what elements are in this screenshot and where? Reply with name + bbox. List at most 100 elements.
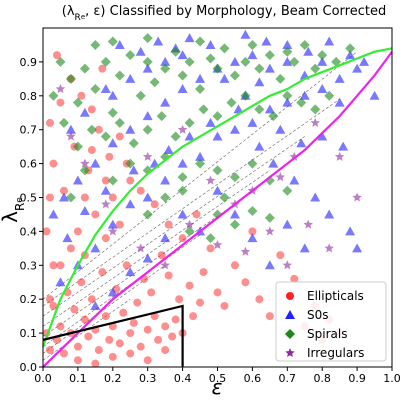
data-point-triangle bbox=[90, 300, 101, 310]
data-point-triangle bbox=[79, 206, 90, 216]
y-tick-label: 0.0 bbox=[20, 361, 38, 374]
data-point-triangle bbox=[282, 97, 293, 107]
data-point-triangle bbox=[369, 90, 380, 100]
y-tick-label: 0.3 bbox=[20, 259, 38, 272]
data-point-circle bbox=[80, 315, 89, 324]
data-point-triangle bbox=[282, 56, 293, 66]
data-point-diamond bbox=[229, 70, 240, 81]
data-point-triangle bbox=[275, 124, 286, 134]
data-point-triangle bbox=[195, 73, 206, 83]
data-point-triangle bbox=[264, 260, 275, 270]
data-point-triangle bbox=[177, 209, 188, 219]
data-point-diamond bbox=[219, 192, 230, 203]
legend-label: Irregulars bbox=[307, 346, 364, 360]
data-point-circle bbox=[49, 261, 58, 270]
legend-marker-circle bbox=[286, 292, 294, 300]
data-point-circle bbox=[192, 210, 201, 219]
data-point-circle bbox=[101, 312, 110, 321]
data-point-triangle bbox=[177, 158, 188, 168]
data-point-triangle bbox=[317, 131, 328, 141]
data-point-triangle bbox=[254, 77, 265, 87]
data-point-diamond bbox=[254, 63, 265, 74]
x-tick-label: 0.3 bbox=[139, 372, 157, 385]
data-point-circle bbox=[49, 159, 58, 168]
data-point-triangle bbox=[160, 56, 171, 66]
data-point-triangle bbox=[107, 90, 118, 100]
data-point-triangle bbox=[142, 192, 153, 202]
data-point-diamond bbox=[184, 117, 195, 128]
data-point-circle bbox=[126, 176, 135, 185]
data-point-diamond bbox=[142, 33, 153, 44]
data-point-star bbox=[142, 151, 153, 161]
data-point-diamond bbox=[177, 70, 188, 81]
legend-marker-star bbox=[285, 348, 295, 358]
data-point-diamond bbox=[156, 111, 167, 122]
data-point-diamond bbox=[331, 56, 342, 67]
data-point-diamond bbox=[229, 219, 240, 230]
data-point-triangle bbox=[338, 141, 349, 151]
data-point-diamond bbox=[317, 50, 328, 61]
data-point-diamond bbox=[240, 56, 251, 67]
data-point-circle bbox=[101, 176, 110, 185]
data-point-triangle bbox=[317, 84, 328, 94]
y-tick-label: 0.2 bbox=[20, 293, 38, 306]
data-point-triangle bbox=[114, 39, 125, 49]
data-point-triangle bbox=[62, 233, 73, 243]
data-point-diamond bbox=[135, 90, 146, 101]
data-point-circle bbox=[80, 193, 89, 202]
data-point-star bbox=[275, 172, 286, 182]
data-point-circle bbox=[115, 220, 124, 229]
data-point-diamond bbox=[264, 50, 275, 61]
data-point-circle bbox=[119, 308, 128, 317]
data-point-triangle bbox=[79, 107, 90, 117]
data-point-circle bbox=[175, 295, 184, 304]
data-point-triangle bbox=[55, 277, 66, 287]
data-point-triangle bbox=[128, 165, 139, 175]
data-point-diamond bbox=[79, 63, 90, 74]
data-point-triangle bbox=[125, 199, 136, 209]
x-tick-label: 0.0 bbox=[34, 372, 52, 385]
data-point-diamond bbox=[229, 172, 240, 183]
data-point-circle bbox=[59, 186, 68, 195]
data-point-triangle bbox=[177, 50, 188, 60]
data-point-star bbox=[80, 158, 90, 168]
y-tick-label: 0.8 bbox=[20, 90, 38, 103]
data-point-diamond bbox=[107, 36, 118, 47]
x-tick-label: 0.5 bbox=[209, 372, 227, 385]
green-curve bbox=[41, 47, 393, 348]
data-point-circle bbox=[115, 339, 124, 348]
data-point-circle bbox=[213, 288, 222, 297]
data-point-diamond bbox=[79, 165, 90, 176]
data-point-diamond bbox=[289, 56, 300, 67]
data-point-triangle bbox=[282, 219, 293, 229]
dashed-guide-line bbox=[42, 136, 305, 317]
data-point-triangle bbox=[219, 73, 230, 83]
data-point-circle bbox=[126, 329, 135, 338]
dashed-guide-line bbox=[42, 298, 131, 361]
data-point-circle bbox=[98, 64, 107, 73]
data-point-diamond bbox=[195, 158, 206, 169]
data-point-circle bbox=[196, 298, 205, 307]
data-point-diamond bbox=[184, 226, 195, 237]
legend-marker-triangle bbox=[285, 310, 295, 319]
legend-label: Spirals bbox=[307, 327, 347, 341]
data-point-circle bbox=[122, 261, 131, 270]
data-point-triangle bbox=[107, 138, 118, 148]
data-point-triangle bbox=[299, 90, 310, 100]
data-point-star bbox=[310, 117, 320, 127]
data-point-circle bbox=[59, 349, 68, 358]
data-point-triangle bbox=[310, 192, 321, 202]
data-point-triangle bbox=[247, 233, 258, 243]
data-point-circle bbox=[157, 251, 166, 260]
data-point-triangle bbox=[205, 39, 216, 49]
x-tick-label: 1.0 bbox=[383, 372, 401, 385]
data-point-diamond bbox=[90, 39, 101, 50]
dashed-lines-layer bbox=[42, 51, 358, 361]
data-point-diamond bbox=[149, 77, 160, 88]
data-point-circle bbox=[73, 227, 82, 236]
data-point-triangle bbox=[345, 226, 356, 236]
data-point-circle bbox=[87, 295, 96, 304]
data-point-triangle bbox=[229, 124, 240, 134]
data-point-triangle bbox=[125, 124, 136, 134]
